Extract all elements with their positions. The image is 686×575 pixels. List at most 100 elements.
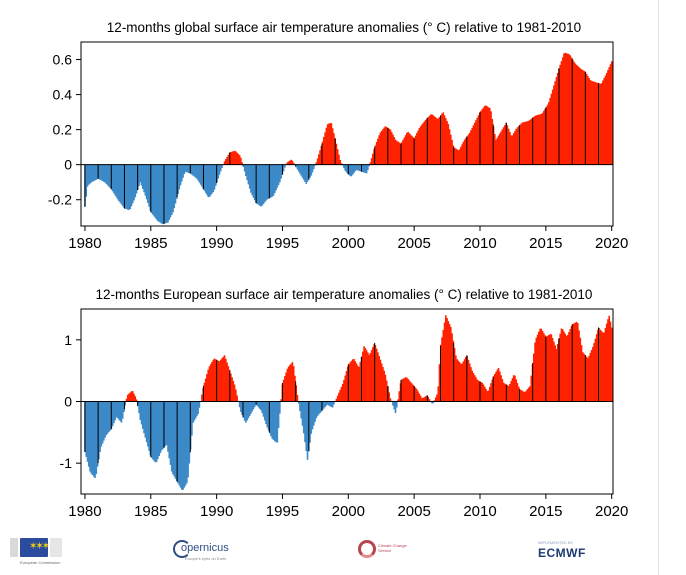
global-anomaly-bar — [428, 115, 431, 165]
europe-anomaly-bar — [548, 335, 550, 402]
global-anomaly-bar — [541, 112, 544, 165]
europe-anomaly-bar — [564, 333, 567, 402]
europe-anomaly-bar — [208, 366, 211, 402]
global-anomaly-bar — [473, 122, 476, 165]
global-anomaly-bar — [412, 137, 414, 165]
global-anomaly-bar — [197, 164, 199, 181]
europe-anomaly-bar — [395, 401, 398, 408]
global-anomaly-bar — [203, 164, 206, 191]
europe-anomaly-bar — [550, 334, 553, 402]
global-anomaly-bar — [574, 63, 577, 165]
europe-anomaly-bar — [555, 349, 558, 402]
global-anomaly-bar — [155, 164, 158, 220]
europe-anomaly-bar — [290, 363, 292, 402]
global-anomaly-bar — [429, 114, 432, 165]
europe-anomaly-bar — [341, 383, 344, 402]
global-anomaly-bar — [368, 164, 370, 167]
global-anomaly-bar — [318, 154, 320, 165]
europe-anomaly-bar — [594, 338, 597, 402]
global-anomaly-bar — [495, 139, 497, 165]
global-anomaly-bar — [154, 164, 157, 219]
europe-anomaly-bar — [232, 380, 235, 402]
europe-anomaly-bar — [128, 393, 130, 402]
europe-anomaly-bar — [465, 356, 467, 402]
global-anomaly-bar — [243, 164, 246, 172]
global-anomaly-bar — [530, 118, 533, 165]
global-anomaly-bar — [340, 163, 343, 165]
global-anomaly-bar — [374, 145, 377, 165]
global-anomaly-bar — [585, 73, 588, 165]
global-x-tick-label: 2000 — [332, 235, 365, 252]
global-anomaly-chart: 12-months global surface air temperature… — [48, 20, 628, 252]
global-anomaly-bar — [85, 164, 88, 197]
europe-anomaly-bar — [372, 347, 374, 402]
global-y-tick-label: 0.6 — [53, 52, 73, 68]
global-x-tick-label: 2010 — [463, 235, 496, 252]
global-x-tick-label: 2020 — [595, 235, 628, 252]
europe-anomaly-bar — [203, 382, 206, 402]
global-anomaly-bar — [296, 164, 299, 170]
global-anomaly-bar — [559, 64, 561, 165]
global-anomaly-bar — [99, 164, 101, 180]
europe-anomaly-bar — [319, 401, 321, 414]
europe-anomaly-bar — [424, 396, 427, 402]
europe-anomaly-bar — [325, 401, 328, 406]
europe-anomaly-bar — [417, 391, 419, 402]
europe-anomaly-bar — [453, 348, 456, 402]
europe-anomaly-bar — [458, 362, 461, 402]
global-anomaly-bar — [276, 164, 279, 188]
europe-anomaly-bar — [286, 368, 289, 402]
global-anomaly-bar — [607, 70, 609, 165]
europe-anomaly-bar — [443, 322, 446, 402]
europe-anomaly-bar — [167, 401, 169, 452]
europe-anomaly-bar — [304, 401, 306, 443]
global-anomaly-bar — [246, 164, 248, 181]
europe-anomaly-bar — [280, 399, 282, 402]
europe-anomaly-bar — [524, 392, 526, 402]
europe-anomaly-bar — [135, 399, 138, 402]
global-anomaly-bar — [113, 164, 115, 194]
global-anomaly-bar — [309, 164, 311, 178]
global-anomaly-bar — [93, 164, 95, 182]
global-anomaly-bar — [398, 142, 401, 165]
europe-anomaly-bar — [488, 386, 491, 402]
global-anomaly-bar — [108, 164, 110, 187]
europe-y-tick-label: -1 — [60, 455, 73, 471]
global-x-tick-label: 1990 — [200, 235, 233, 252]
europe-anomaly-bar — [397, 399, 399, 402]
climate-change-service-logo[interactable]: Climate Change Service — [358, 540, 428, 570]
global-anomaly-bar — [362, 164, 364, 173]
europe-anomaly-bar — [217, 360, 220, 402]
global-anomaly-bar — [359, 164, 362, 172]
europe-anomaly-bar — [85, 401, 88, 457]
global-anomaly-bar — [598, 83, 600, 165]
global-anomaly-bar — [333, 133, 335, 165]
global-anomaly-bar — [580, 69, 583, 165]
global-anomaly-bar — [289, 160, 291, 165]
european-commission-logo[interactable]: ✶✶✶ European Commission — [10, 536, 62, 566]
europe-anomaly-bar — [522, 391, 525, 402]
europe-anomaly-bar — [147, 401, 149, 447]
global-anomaly-bar — [138, 164, 140, 186]
europe-anomaly-bar — [221, 358, 223, 402]
copernicus-logo[interactable]: opernicus Europe's eyes on Earth — [173, 540, 243, 570]
global-anomaly-bar — [365, 164, 368, 174]
global-anomaly-bar — [593, 81, 595, 165]
europe-anomaly-bar — [295, 385, 297, 402]
global-anomaly-bar — [482, 107, 485, 165]
europe-anomaly-bar — [104, 401, 106, 438]
global-anomaly-bar — [133, 164, 135, 201]
global-anomaly-bar — [520, 123, 523, 165]
global-anomaly-bar — [409, 134, 412, 165]
europe-anomaly-bar — [497, 367, 500, 402]
ecmwf-logo[interactable]: IMPLEMENTED BY ECMWF — [538, 540, 618, 570]
global-anomaly-bar — [201, 164, 203, 187]
ecmwf-wordmark: ECMWF — [538, 546, 586, 560]
global-anomaly-bar — [221, 164, 223, 168]
europe-anomaly-bar — [258, 401, 261, 409]
global-anomaly-bar — [182, 164, 184, 178]
global-anomaly-bar — [292, 162, 295, 165]
europe-anomaly-bar — [583, 353, 585, 402]
global-anomaly-bar — [196, 164, 198, 179]
europe-anomaly-bar — [448, 323, 451, 402]
